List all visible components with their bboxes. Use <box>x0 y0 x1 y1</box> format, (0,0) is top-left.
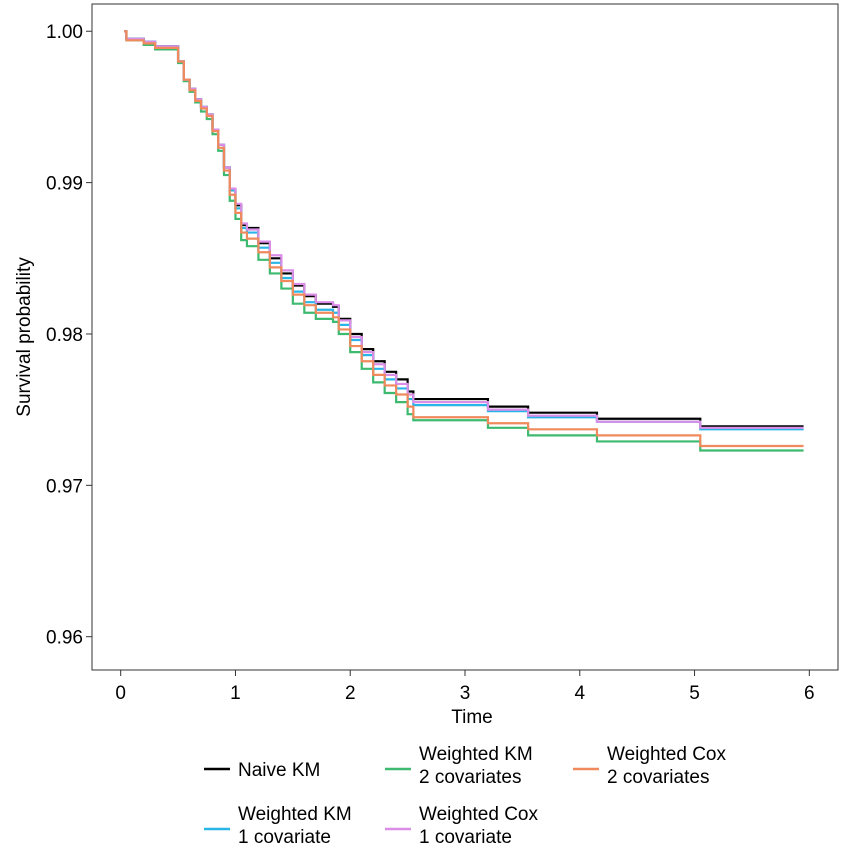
x-tick-label: 5 <box>689 683 700 704</box>
legend: Naive KM Weighted KM 1 covariate Weighted K… <box>204 744 726 843</box>
legend-item: Weighted KM 1 covariate <box>204 804 352 843</box>
x-tick-label: 2 <box>345 683 356 704</box>
y-tick-label: 0.98 <box>46 325 83 346</box>
series-line-4 <box>124 30 804 448</box>
legend-item: Naive KM <box>204 760 320 781</box>
legend-label: Weighted KM 2 covariates <box>419 744 533 788</box>
y-tick-label: 0.99 <box>46 174 83 195</box>
y-tick-label: 0.97 <box>46 476 83 497</box>
x-axis: 0 1 2 3 4 5 6 <box>115 670 815 704</box>
legend-label: Weighted KM 1 covariate <box>238 804 352 843</box>
x-tick-label: 4 <box>574 683 585 704</box>
series-lines <box>124 30 804 452</box>
plot-panel <box>91 3 839 671</box>
legend-label: Weighted Cox 2 covariates <box>607 744 726 788</box>
legend-label: Naive KM <box>238 760 320 781</box>
y-tick-label: 0.96 <box>46 628 83 649</box>
legend-item: Weighted Cox 2 covariates <box>573 744 726 788</box>
y-axis: 0.96 0.97 0.98 0.99 1.00 <box>46 22 92 649</box>
y-axis-title: Survival probability <box>14 257 35 417</box>
y-tick-label: 1.00 <box>46 22 83 43</box>
legend-item: Weighted Cox 1 covariate <box>385 804 538 843</box>
x-axis-title: Time <box>451 707 493 728</box>
legend-item: Weighted KM 2 covariates <box>385 744 533 788</box>
x-tick-label: 6 <box>804 683 815 704</box>
x-tick-label: 1 <box>230 683 241 704</box>
x-tick-label: 0 <box>115 683 126 704</box>
x-tick-label: 3 <box>460 683 471 704</box>
legend-label: Weighted Cox 1 covariate <box>419 804 538 843</box>
